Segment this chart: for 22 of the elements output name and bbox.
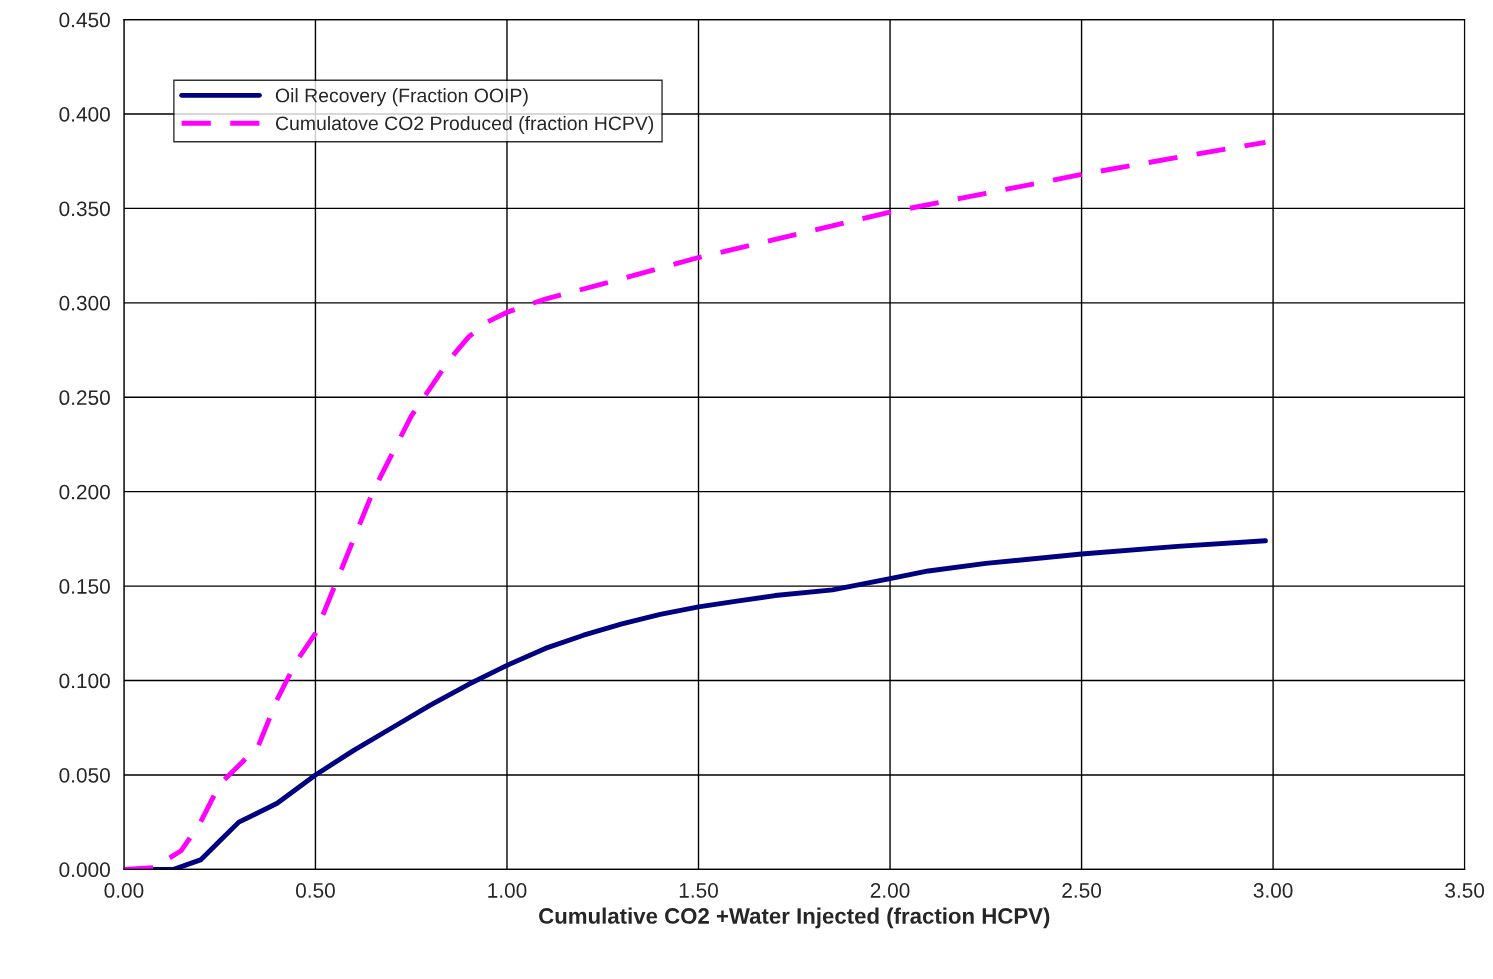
legend-label: Cumulatove CO2 Produced (fraction HCPV)	[275, 115, 654, 135]
x-axis-title: Cumulative CO2 +Water Injected (fraction HCPV)	[539, 907, 1050, 929]
y-tick-label: 0.200	[59, 484, 110, 500]
x-tick-label: 2.50	[1062, 883, 1102, 898]
y-tick-label: 0.350	[59, 201, 110, 217]
x-tick-label: 3.50	[1445, 883, 1485, 898]
x-tick-label: 2.00	[870, 883, 910, 898]
y-tick-label: 0.050	[59, 767, 110, 783]
y-tick-label: 0.150	[59, 579, 110, 594]
legend-label: Oil Recovery (Fraction OOIP)	[275, 88, 528, 107]
y-tick-label: 0.450	[59, 12, 110, 28]
line-series	[123, 139, 1268, 870]
y-tick-label: 0.000	[59, 862, 110, 878]
y-tick-label: 0.300	[59, 295, 110, 311]
y-tick-label: 0.250	[59, 390, 110, 406]
x-tick-label: 1.50	[679, 883, 718, 898]
y-tick-label: 0.100	[59, 673, 110, 689]
x-tick-label: 3.00	[1253, 883, 1293, 898]
x-tick-label: 1.00	[488, 883, 527, 898]
x-tick-label: 0.50	[295, 883, 335, 898]
y-tick-label: 0.400	[59, 107, 110, 122]
x-tick-label: 0.00	[104, 883, 144, 898]
